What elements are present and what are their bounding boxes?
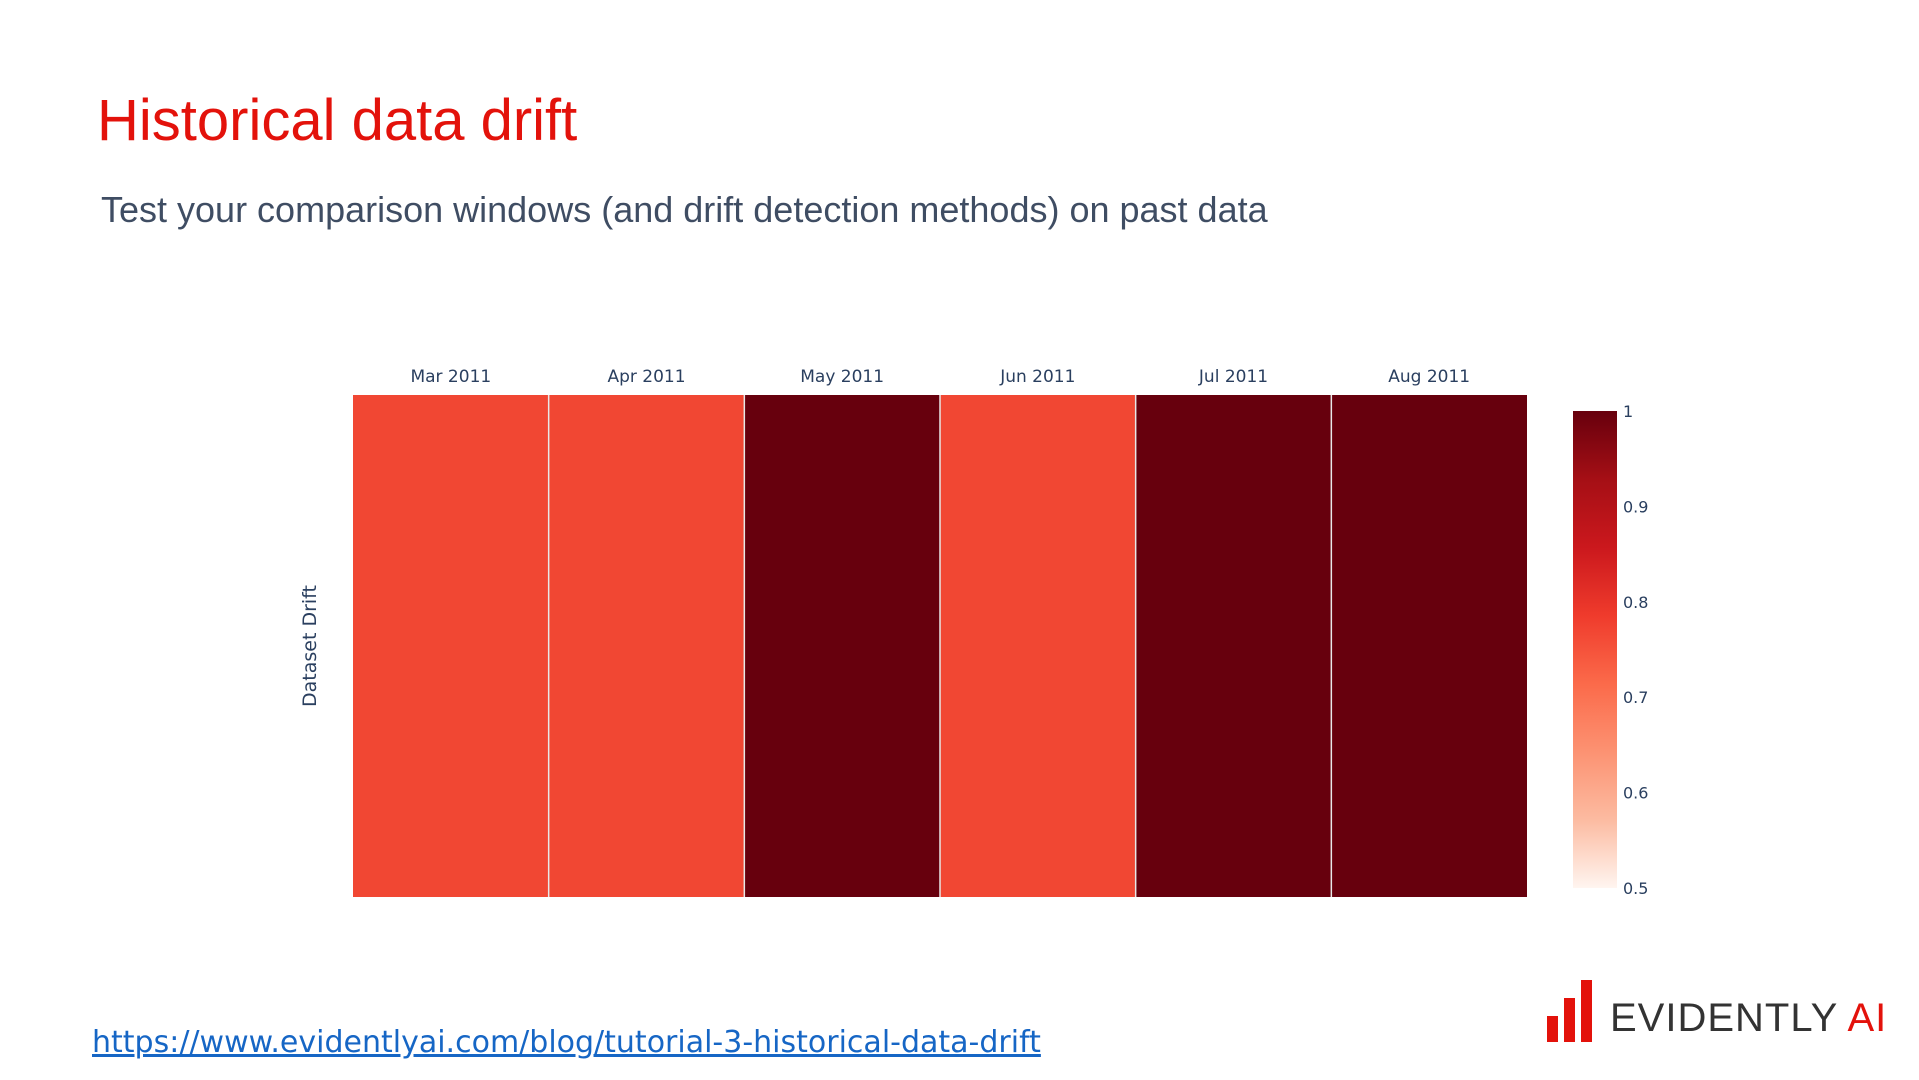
colorbar-tick-label: 0.9 [1623,497,1648,516]
colorbar-gradient [1573,411,1617,888]
colorbar-tick-label: 0.5 [1623,879,1648,898]
x-tick-label: Mar 2011 [410,367,491,387]
logo-wordmark: EVIDENTLY AI [1610,998,1887,1042]
evidently-logo: EVIDENTLY AI [1547,980,1887,1042]
heatmap-cell[interactable] [1135,395,1332,897]
source-link[interactable]: https://www.evidentlyai.com/blog/tutoria… [92,1025,1041,1060]
heatmap-cells [353,395,1527,897]
colorbar-tick-label: 0.8 [1623,593,1648,612]
x-axis-ticks: Mar 2011 Apr 2011 May 2011 Jun 2011 Jul 2011… [410,367,1470,387]
logo-wordmark-main: EVIDENTLY [1610,996,1838,1040]
x-tick-label: May 2011 [800,367,884,387]
x-tick-label: Apr 2011 [607,367,685,387]
x-tick-label: Jul 2011 [1198,367,1268,387]
slide-title: Historical data drift [97,88,578,153]
slide-subtitle: Test your comparison windows (and drift … [101,189,1268,230]
heatmap-cell[interactable] [744,395,940,897]
heatmap-cell[interactable] [940,395,1136,897]
heatmap-cell[interactable] [1331,395,1527,897]
colorbar-tick-label: 1 [1623,402,1633,421]
heatmap-cell[interactable] [548,395,745,897]
colorbar-tick-label: 0.6 [1623,784,1648,803]
heatmap-cell[interactable] [353,395,549,897]
bar-chart-icon [1547,980,1592,1042]
y-axis-label: Dataset Drift [299,585,321,707]
colorbar-tick-label: 0.7 [1623,688,1648,707]
x-tick-label: Aug 2011 [1388,367,1470,387]
logo-wordmark-accent: AI [1847,996,1888,1040]
colorbar: 0.5 0.6 0.7 0.8 0.9 1 [1573,402,1648,898]
x-tick-label: Jun 2011 [999,367,1075,387]
